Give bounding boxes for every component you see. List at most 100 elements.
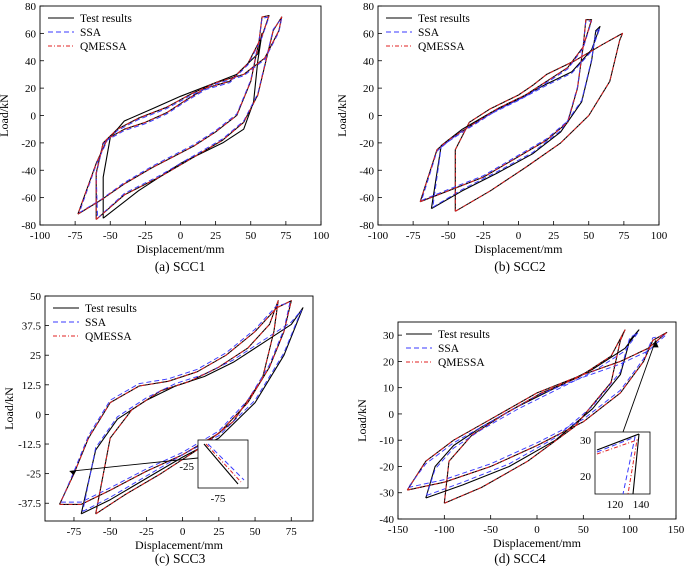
x-tick-label: 25 bbox=[213, 526, 225, 538]
y-tick-label: -25 bbox=[26, 469, 41, 481]
zoom-inset bbox=[594, 431, 651, 495]
x-tick-label: 50 bbox=[245, 230, 257, 242]
inset-curve-qmessa bbox=[596, 439, 638, 495]
x-tick-label: 75 bbox=[618, 230, 630, 242]
legend-label: SSA bbox=[438, 343, 460, 355]
x-tick-label: -100 bbox=[434, 524, 455, 536]
x-axis-label: Displacement/mm bbox=[135, 538, 224, 552]
inset-y-tick: 30 bbox=[580, 435, 592, 447]
y-tick-label: 60 bbox=[25, 28, 37, 40]
x-tick-label: -25 bbox=[138, 230, 153, 242]
hysteresis-loop-test-results bbox=[102, 32, 263, 219]
x-tick-label: -50 bbox=[103, 526, 118, 538]
legend-label: SSA bbox=[418, 27, 440, 39]
panel-caption: (b) SCC2 bbox=[494, 259, 545, 274]
zoom-inset bbox=[197, 439, 249, 489]
hysteresis-loop-qmessa bbox=[406, 332, 668, 491]
plot-area bbox=[406, 329, 668, 504]
x-tick-label: 0 bbox=[516, 230, 522, 242]
x-tick-label: -25 bbox=[139, 526, 154, 538]
y-tick-label: 0 bbox=[389, 409, 395, 421]
y-tick-label: -20 bbox=[21, 138, 36, 150]
inset-arrow bbox=[622, 340, 657, 433]
chart-scc4: -150 -100 -50 0 50 100 150-40-30-20-100102030D… bbox=[355, 321, 685, 566]
y-tick-label: 80 bbox=[25, 1, 37, 13]
legend-label: Test results bbox=[418, 13, 470, 25]
hysteresis-loop-test-results bbox=[77, 15, 270, 215]
inset-curve-test bbox=[203, 443, 239, 485]
y-axis-label: Load/kN bbox=[0, 94, 11, 137]
arrow-head bbox=[652, 340, 659, 348]
y-tick-label: -40 bbox=[21, 165, 36, 177]
x-tick-label: -75 bbox=[68, 230, 83, 242]
x-tick-label: -150 bbox=[388, 524, 409, 536]
panel-caption: (c) SCC3 bbox=[155, 551, 206, 566]
inset-x-tick: 120 bbox=[607, 499, 624, 511]
y-axis-label: Load/kN bbox=[355, 399, 369, 442]
x-tick-label: -25 bbox=[476, 230, 491, 242]
legend-label: QMESSA bbox=[80, 41, 127, 53]
hysteresis-loop-ssa bbox=[426, 332, 639, 496]
x-tick-label: 25 bbox=[210, 230, 222, 242]
x-tick-label: 0 bbox=[178, 230, 184, 242]
y-tick-label: 50 bbox=[30, 291, 42, 303]
y-tick-label: 40 bbox=[363, 56, 375, 68]
plot-area bbox=[77, 15, 283, 220]
y-tick-label: 10 bbox=[383, 383, 395, 395]
plot-frame bbox=[44, 295, 314, 522]
x-tick-label: -50 bbox=[441, 230, 456, 242]
inset-curve-ssa bbox=[596, 436, 636, 495]
inset-x-tick: -75 bbox=[211, 493, 226, 505]
chart-scc3: -75 -50 -25 0 25 50 75 -37.5 -25 -12.5 0 12.5 25 37.5… bbox=[2, 291, 314, 566]
plot-area bbox=[419, 19, 624, 212]
x-tick-label: 75 bbox=[280, 230, 292, 242]
y-tick-label: -40 bbox=[359, 165, 374, 177]
y-axis-label: Load/kN bbox=[2, 387, 16, 430]
y-tick-label: 60 bbox=[363, 28, 375, 40]
y-tick-label: -20 bbox=[359, 138, 374, 150]
x-tick-label: 25 bbox=[548, 230, 560, 242]
y-tick-label: -20 bbox=[379, 461, 394, 473]
x-tick-label: -100 bbox=[368, 230, 389, 242]
x-tick-label: 100 bbox=[651, 230, 668, 242]
x-tick-label: 100 bbox=[621, 524, 638, 536]
legend-label: SSA bbox=[80, 27, 102, 39]
legend-label: Test results bbox=[80, 13, 132, 25]
y-axis-label: Load/kN bbox=[335, 94, 349, 137]
y-tick-label: -60 bbox=[21, 193, 36, 205]
hysteresis-loop-test-results bbox=[430, 25, 601, 210]
inset-curve-ssa bbox=[207, 443, 245, 481]
y-tick-label: -40 bbox=[379, 514, 394, 526]
hysteresis-loop-qmessa bbox=[95, 300, 279, 515]
x-tick-label: 50 bbox=[250, 526, 262, 538]
y-tick-label: -30 bbox=[379, 488, 394, 500]
y-tick-label: 30 bbox=[383, 330, 395, 342]
hysteresis-loop-qmessa bbox=[59, 300, 292, 505]
y-tick-label: -10 bbox=[379, 435, 394, 447]
hysteresis-loop-qmessa bbox=[443, 329, 626, 504]
y-tick-label: 0 bbox=[369, 111, 375, 123]
y-tick-label: 20 bbox=[25, 83, 37, 95]
y-tick-label: 12.5 bbox=[22, 380, 42, 392]
plot-area bbox=[59, 300, 304, 515]
x-tick-label: 0 bbox=[534, 524, 540, 536]
x-tick-label: 150 bbox=[668, 524, 685, 536]
y-tick-label: -12.5 bbox=[18, 439, 41, 451]
inset-y-tick: 20 bbox=[580, 471, 592, 483]
inset-x-tick: 140 bbox=[633, 499, 650, 511]
legend-label: QMESSA bbox=[85, 331, 132, 343]
panel-caption: (a) SCC1 bbox=[155, 259, 206, 274]
x-tick-label: 50 bbox=[583, 230, 595, 242]
y-tick-label: 25 bbox=[30, 350, 42, 362]
x-tick-label: -75 bbox=[67, 526, 82, 538]
hysteresis-loop-qmessa bbox=[419, 19, 593, 203]
x-tick-label: -75 bbox=[406, 230, 421, 242]
x-tick-label: 100 bbox=[313, 230, 330, 242]
hysteresis-loop-ssa bbox=[407, 334, 667, 488]
inset-y-tick: -25 bbox=[179, 461, 194, 473]
chart-scc1: -100 -75 -50 -25 0 25 50 75 100 -80 -60 -40 -20 0 20 40… bbox=[0, 1, 330, 274]
hysteresis-loop-test-results bbox=[425, 329, 640, 499]
x-tick-label: -50 bbox=[103, 230, 118, 242]
y-tick-label: -80 bbox=[359, 220, 374, 232]
